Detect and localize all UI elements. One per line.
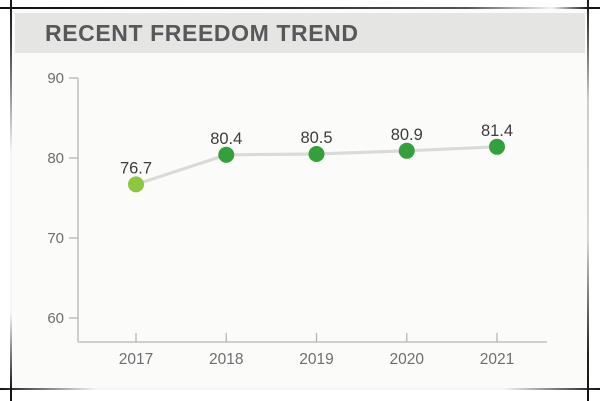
y-axis-tick-label: 80: [47, 150, 64, 167]
y-axis-tick-label: 60: [47, 310, 64, 327]
chart-header: RECENT FREEDOM TREND: [15, 13, 585, 53]
y-axis-tick-label: 70: [47, 230, 64, 247]
data-point-label: 80.4: [210, 130, 242, 148]
data-point-2019: [308, 146, 325, 162]
chart-title: RECENT FREEDOM TREND: [45, 19, 359, 46]
data-point-label: 80.9: [391, 126, 423, 144]
data-point-label: 81.4: [481, 122, 513, 140]
data-point-2017: [128, 176, 144, 193]
x-axis-tick-label: 2018: [209, 351, 243, 368]
frame-line-right: [587, 0, 589, 401]
x-axis-tick-label: 2019: [299, 351, 333, 368]
frame-line-left: [10, 0, 12, 401]
x-axis-tick-label: 2021: [480, 351, 514, 368]
data-point-2021: [489, 138, 505, 155]
frame-line-bottom: [0, 388, 600, 390]
data-point-label: 76.7: [120, 159, 152, 177]
x-axis-tick-label: 2017: [119, 351, 153, 368]
y-axis-tick-label: 90: [47, 70, 64, 87]
chart-panel: [12, 9, 588, 389]
data-point-label: 80.5: [300, 129, 332, 147]
x-axis-tick-label: 2020: [390, 351, 425, 368]
data-point-2020: [398, 142, 415, 159]
frame-line-top: [0, 7, 600, 9]
data-point-2018: [218, 146, 235, 163]
